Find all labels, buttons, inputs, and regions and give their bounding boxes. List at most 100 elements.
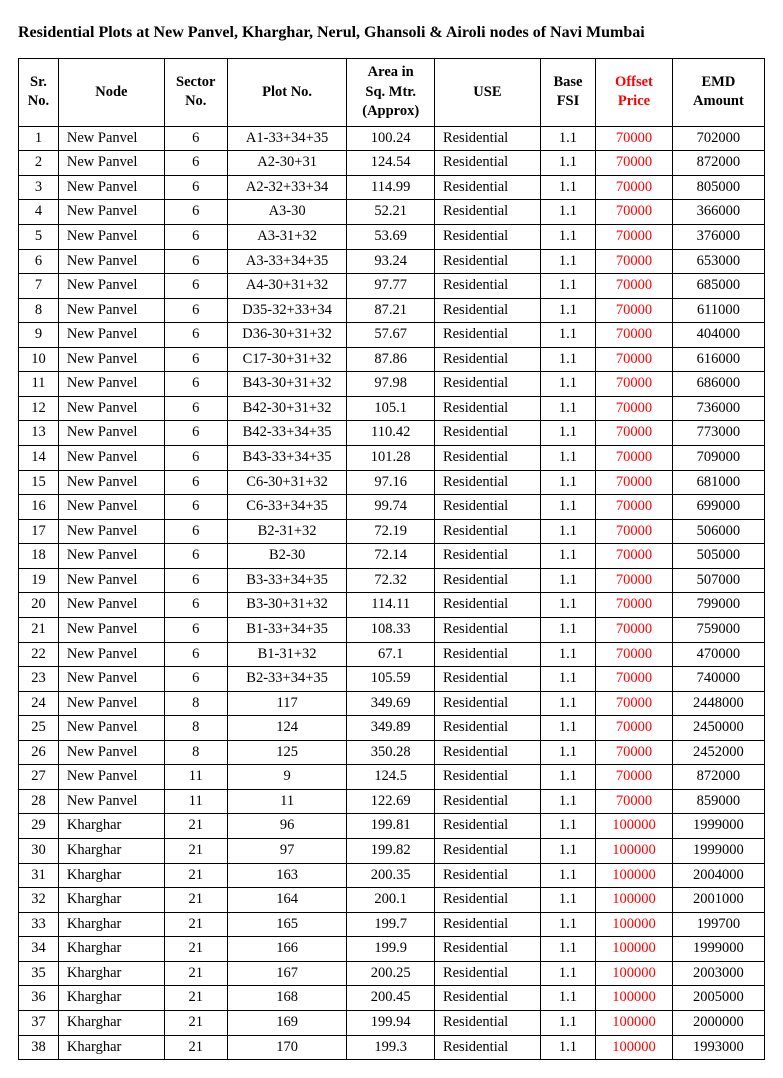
cell-emd: 805000: [672, 175, 764, 200]
cell-plot: 168: [227, 986, 347, 1011]
cell-emd: 376000: [672, 224, 764, 249]
cell-node: New Panvel: [58, 667, 164, 692]
cell-use: Residential: [434, 888, 540, 913]
cell-offset: 70000: [596, 593, 673, 618]
table-row: 17New Panvel6B2-31+3272.19Residential1.1…: [19, 519, 765, 544]
cell-sr: 8: [19, 298, 59, 323]
cell-offset: 70000: [596, 298, 673, 323]
cell-use: Residential: [434, 151, 540, 176]
cell-use: Residential: [434, 667, 540, 692]
cell-use: Residential: [434, 986, 540, 1011]
cell-area: 97.16: [347, 470, 434, 495]
cell-plot: B43-30+31+32: [227, 372, 347, 397]
cell-sector: 6: [164, 175, 227, 200]
cell-area: 199.82: [347, 839, 434, 864]
cell-use: Residential: [434, 740, 540, 765]
cell-plot: A2-30+31: [227, 151, 347, 176]
cell-node: New Panvel: [58, 789, 164, 814]
cell-fsi: 1.1: [540, 789, 595, 814]
cell-plot: 117: [227, 691, 347, 716]
cell-use: Residential: [434, 839, 540, 864]
cell-offset: 70000: [596, 691, 673, 716]
cell-offset: 70000: [596, 151, 673, 176]
cell-plot: B2-33+34+35: [227, 667, 347, 692]
cell-sr: 19: [19, 568, 59, 593]
cell-emd: 2000000: [672, 1010, 764, 1035]
cell-sr: 15: [19, 470, 59, 495]
cell-sr: 12: [19, 396, 59, 421]
table-row: 30Kharghar2197199.82Residential1.1100000…: [19, 839, 765, 864]
cell-fsi: 1.1: [540, 224, 595, 249]
col-plot: Plot No.: [227, 59, 347, 127]
cell-fsi: 1.1: [540, 814, 595, 839]
cell-sector: 6: [164, 495, 227, 520]
cell-sector: 6: [164, 617, 227, 642]
cell-use: Residential: [434, 716, 540, 741]
cell-fsi: 1.1: [540, 200, 595, 225]
cell-sector: 6: [164, 544, 227, 569]
cell-offset: 70000: [596, 544, 673, 569]
cell-area: 200.1: [347, 888, 434, 913]
cell-emd: 366000: [672, 200, 764, 225]
cell-area: 93.24: [347, 249, 434, 274]
cell-sector: 6: [164, 642, 227, 667]
table-row: 34Kharghar21166199.9Residential1.1100000…: [19, 937, 765, 962]
cell-emd: 2448000: [672, 691, 764, 716]
cell-area: 87.21: [347, 298, 434, 323]
col-use: USE: [434, 59, 540, 127]
cell-plot: B3-33+34+35: [227, 568, 347, 593]
cell-use: Residential: [434, 593, 540, 618]
cell-use: Residential: [434, 323, 540, 348]
cell-emd: 872000: [672, 151, 764, 176]
cell-fsi: 1.1: [540, 593, 595, 618]
cell-emd: 773000: [672, 421, 764, 446]
cell-plot: 124: [227, 716, 347, 741]
table-row: 1New Panvel6A1-33+34+35100.24Residential…: [19, 126, 765, 151]
cell-emd: 709000: [672, 446, 764, 471]
cell-area: 122.69: [347, 789, 434, 814]
cell-plot: 166: [227, 937, 347, 962]
cell-sr: 14: [19, 446, 59, 471]
cell-node: New Panvel: [58, 691, 164, 716]
cell-offset: 70000: [596, 224, 673, 249]
cell-fsi: 1.1: [540, 347, 595, 372]
cell-node: Kharghar: [58, 912, 164, 937]
cell-sr: 20: [19, 593, 59, 618]
cell-fsi: 1.1: [540, 912, 595, 937]
cell-fsi: 1.1: [540, 617, 595, 642]
cell-offset: 100000: [596, 937, 673, 962]
table-row: 3New Panvel6A2-32+33+34114.99Residential…: [19, 175, 765, 200]
cell-use: Residential: [434, 568, 540, 593]
cell-use: Residential: [434, 274, 540, 299]
cell-node: New Panvel: [58, 396, 164, 421]
cell-node: New Panvel: [58, 200, 164, 225]
cell-sector: 21: [164, 839, 227, 864]
cell-node: New Panvel: [58, 372, 164, 397]
cell-offset: 70000: [596, 642, 673, 667]
cell-sector: 8: [164, 716, 227, 741]
cell-sector: 6: [164, 126, 227, 151]
cell-emd: 2450000: [672, 716, 764, 741]
cell-plot: C17-30+31+32: [227, 347, 347, 372]
cell-node: Kharghar: [58, 961, 164, 986]
cell-use: Residential: [434, 519, 540, 544]
cell-fsi: 1.1: [540, 839, 595, 864]
cell-sector: 8: [164, 740, 227, 765]
cell-sr: 22: [19, 642, 59, 667]
cell-fsi: 1.1: [540, 372, 595, 397]
cell-area: 114.99: [347, 175, 434, 200]
cell-fsi: 1.1: [540, 175, 595, 200]
cell-sr: 24: [19, 691, 59, 716]
col-sector: SectorNo.: [164, 59, 227, 127]
cell-use: Residential: [434, 175, 540, 200]
cell-sr: 16: [19, 495, 59, 520]
cell-emd: 872000: [672, 765, 764, 790]
cell-use: Residential: [434, 544, 540, 569]
cell-use: Residential: [434, 298, 540, 323]
cell-fsi: 1.1: [540, 126, 595, 151]
cell-fsi: 1.1: [540, 396, 595, 421]
cell-emd: 799000: [672, 593, 764, 618]
cell-area: 200.25: [347, 961, 434, 986]
cell-use: Residential: [434, 961, 540, 986]
cell-area: 101.28: [347, 446, 434, 471]
